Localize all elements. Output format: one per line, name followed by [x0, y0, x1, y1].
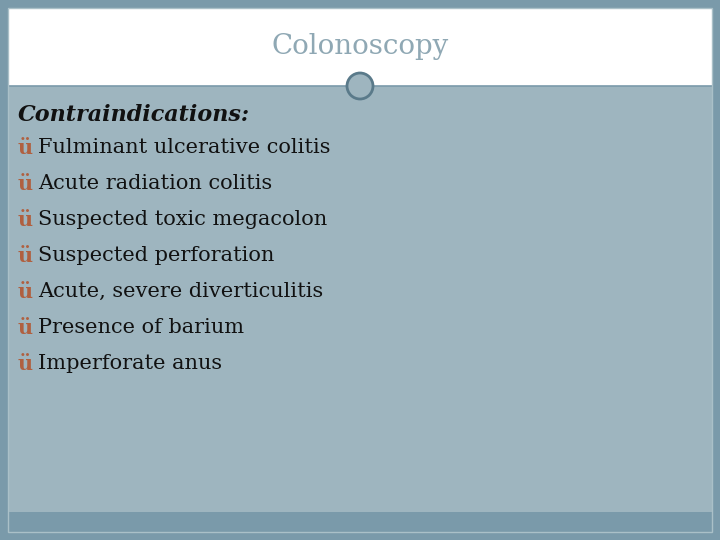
Text: Presence of barium: Presence of barium — [38, 318, 244, 337]
Text: ü: ü — [18, 318, 33, 338]
Text: ü: ü — [18, 174, 33, 194]
Text: Acute radiation colitis: Acute radiation colitis — [38, 174, 272, 193]
Text: Suspected toxic megacolon: Suspected toxic megacolon — [38, 210, 328, 229]
Text: ü: ü — [18, 246, 33, 266]
Text: ü: ü — [18, 354, 33, 374]
Text: Colonoscopy: Colonoscopy — [271, 33, 449, 60]
Bar — [8, 8, 712, 86]
Circle shape — [347, 73, 373, 99]
Text: ü: ü — [18, 138, 33, 158]
Bar — [8, 86, 712, 512]
Text: Acute, severe diverticulitis: Acute, severe diverticulitis — [38, 282, 323, 301]
Text: Contraindications:: Contraindications: — [18, 104, 250, 126]
Bar — [8, 512, 712, 532]
Text: Suspected perforation: Suspected perforation — [38, 246, 274, 265]
Text: Imperforate anus: Imperforate anus — [38, 354, 222, 373]
Text: Fulminant ulcerative colitis: Fulminant ulcerative colitis — [38, 138, 330, 157]
Text: ü: ü — [18, 210, 33, 230]
Text: ü: ü — [18, 282, 33, 302]
